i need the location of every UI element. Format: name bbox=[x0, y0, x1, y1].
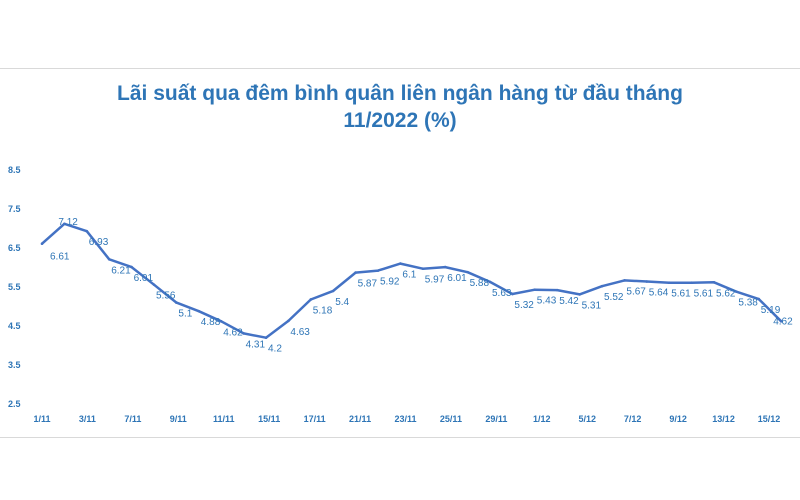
x-tick-label-9: 25/11 bbox=[440, 414, 462, 424]
data-label-10: 4.2 bbox=[268, 344, 282, 355]
x-tick-label-7: 21/11 bbox=[349, 414, 371, 424]
data-point-12 bbox=[309, 298, 313, 301]
x-tick-label-10: 29/11 bbox=[485, 414, 507, 424]
chart-title-line-2: 11/2022 (%) bbox=[343, 109, 457, 132]
data-label-32: 5.19 bbox=[761, 305, 781, 316]
data-label-5: 5.56 bbox=[156, 291, 176, 302]
x-tick-label-3: 9/11 bbox=[170, 414, 187, 424]
data-point-4 bbox=[130, 265, 133, 269]
data-label-0: 6.61 bbox=[50, 252, 70, 263]
data-point-33 bbox=[779, 320, 783, 323]
x-tick-label-11: 1/12 bbox=[533, 414, 551, 424]
data-label-9: 4.31 bbox=[246, 339, 266, 350]
x-tick-label-16: 15/12 bbox=[758, 414, 781, 424]
data-label-30: 5.62 bbox=[716, 288, 736, 299]
data-label-12: 5.18 bbox=[313, 305, 333, 316]
data-label-7: 4.88 bbox=[201, 317, 221, 328]
data-point-27 bbox=[645, 280, 649, 283]
x-tick-label-6: 17/11 bbox=[304, 414, 326, 424]
data-label-16: 6.1 bbox=[402, 270, 416, 281]
data-label-2: 6.93 bbox=[89, 237, 109, 248]
chart-area bbox=[0, 68, 800, 438]
data-label-1: 7.12 bbox=[58, 217, 78, 228]
data-label-27: 5.64 bbox=[649, 288, 669, 299]
data-point-20 bbox=[488, 280, 492, 284]
data-point-21 bbox=[511, 292, 514, 296]
x-tick-label-4: 11/11 bbox=[213, 414, 235, 424]
y-tick-label-6: 2.5 bbox=[8, 399, 21, 409]
chart-title-line-1: Lãi suất qua đêm bình quân liên ngân hàn… bbox=[117, 82, 683, 105]
data-point-31 bbox=[735, 290, 738, 293]
data-point-2 bbox=[85, 229, 89, 233]
data-label-3: 6.21 bbox=[111, 265, 131, 276]
data-label-13: 5.4 bbox=[335, 297, 349, 308]
data-label-28: 5.61 bbox=[671, 289, 691, 300]
x-tick-label-13: 7/12 bbox=[624, 414, 642, 424]
data-label-11: 4.63 bbox=[290, 327, 310, 338]
data-point-30 bbox=[712, 281, 716, 284]
data-label-26: 5.67 bbox=[626, 286, 646, 297]
chart-title: Lãi suất qua đêm bình quân liên ngân hàn… bbox=[0, 80, 800, 134]
data-label-8: 4.62 bbox=[223, 327, 243, 338]
data-label-24: 5.31 bbox=[582, 300, 602, 311]
data-label-19: 5.88 bbox=[470, 278, 490, 289]
data-label-17: 5.97 bbox=[425, 275, 445, 286]
data-label-31: 5.38 bbox=[738, 298, 758, 309]
x-tick-label-14: 9/12 bbox=[669, 414, 687, 424]
data-point-9 bbox=[242, 332, 245, 335]
data-label-25: 5.52 bbox=[604, 292, 624, 303]
y-tick-label-1: 7.5 bbox=[8, 204, 21, 214]
data-point-5 bbox=[152, 283, 156, 286]
x-tick-label-0: 1/11 bbox=[33, 414, 50, 424]
data-point-1 bbox=[63, 222, 66, 226]
data-point-32 bbox=[757, 297, 761, 301]
data-point-24 bbox=[578, 293, 581, 296]
data-point-13 bbox=[331, 289, 335, 293]
data-point-7 bbox=[197, 309, 201, 313]
data-point-0 bbox=[40, 242, 44, 246]
data-point-26 bbox=[623, 279, 626, 282]
y-tick-label-2: 6.5 bbox=[8, 243, 21, 253]
x-tick-label-1: 3/11 bbox=[79, 414, 96, 424]
x-tick-label-2: 7/11 bbox=[124, 414, 141, 424]
y-tick-label-3: 5.5 bbox=[8, 282, 21, 292]
data-label-29: 5.61 bbox=[694, 289, 714, 300]
x-tick-label-12: 5/12 bbox=[578, 414, 596, 424]
x-tick-label-8: 23/11 bbox=[394, 414, 416, 424]
data-point-25 bbox=[600, 284, 604, 288]
y-tick-label-0: 8.5 bbox=[8, 165, 21, 175]
data-label-20: 5.63 bbox=[492, 288, 512, 299]
data-point-16 bbox=[399, 262, 402, 265]
data-label-4: 6.01 bbox=[134, 273, 154, 284]
data-point-19 bbox=[466, 270, 469, 274]
data-label-18: 6.01 bbox=[447, 273, 467, 284]
data-point-28 bbox=[667, 281, 671, 285]
series-line bbox=[41, 222, 783, 339]
y-tick-label-4: 4.5 bbox=[8, 321, 21, 331]
data-point-10 bbox=[264, 336, 268, 340]
data-point-29 bbox=[690, 281, 693, 285]
data-point-23 bbox=[555, 288, 559, 292]
data-point-8 bbox=[219, 320, 223, 323]
x-tick-label-15: 13/12 bbox=[712, 414, 735, 424]
data-label-14: 5.87 bbox=[358, 279, 378, 290]
data-point-15 bbox=[376, 269, 380, 272]
data-point-6 bbox=[175, 301, 178, 304]
y-tick-label-5: 3.5 bbox=[8, 360, 21, 370]
data-point-17 bbox=[421, 267, 425, 270]
data-point-14 bbox=[354, 271, 357, 274]
data-point-3 bbox=[107, 258, 111, 261]
data-label-22: 5.43 bbox=[537, 296, 557, 307]
data-label-33: 4.62 bbox=[773, 316, 793, 327]
data-point-18 bbox=[443, 265, 447, 269]
data-label-6: 5.1 bbox=[178, 309, 192, 320]
x-tick-label-5: 15/11 bbox=[258, 414, 280, 424]
data-point-11 bbox=[287, 319, 290, 323]
data-label-15: 5.92 bbox=[380, 277, 400, 288]
data-label-21: 5.32 bbox=[514, 300, 534, 311]
data-label-23: 5.42 bbox=[559, 296, 579, 307]
data-point-22 bbox=[533, 288, 537, 292]
